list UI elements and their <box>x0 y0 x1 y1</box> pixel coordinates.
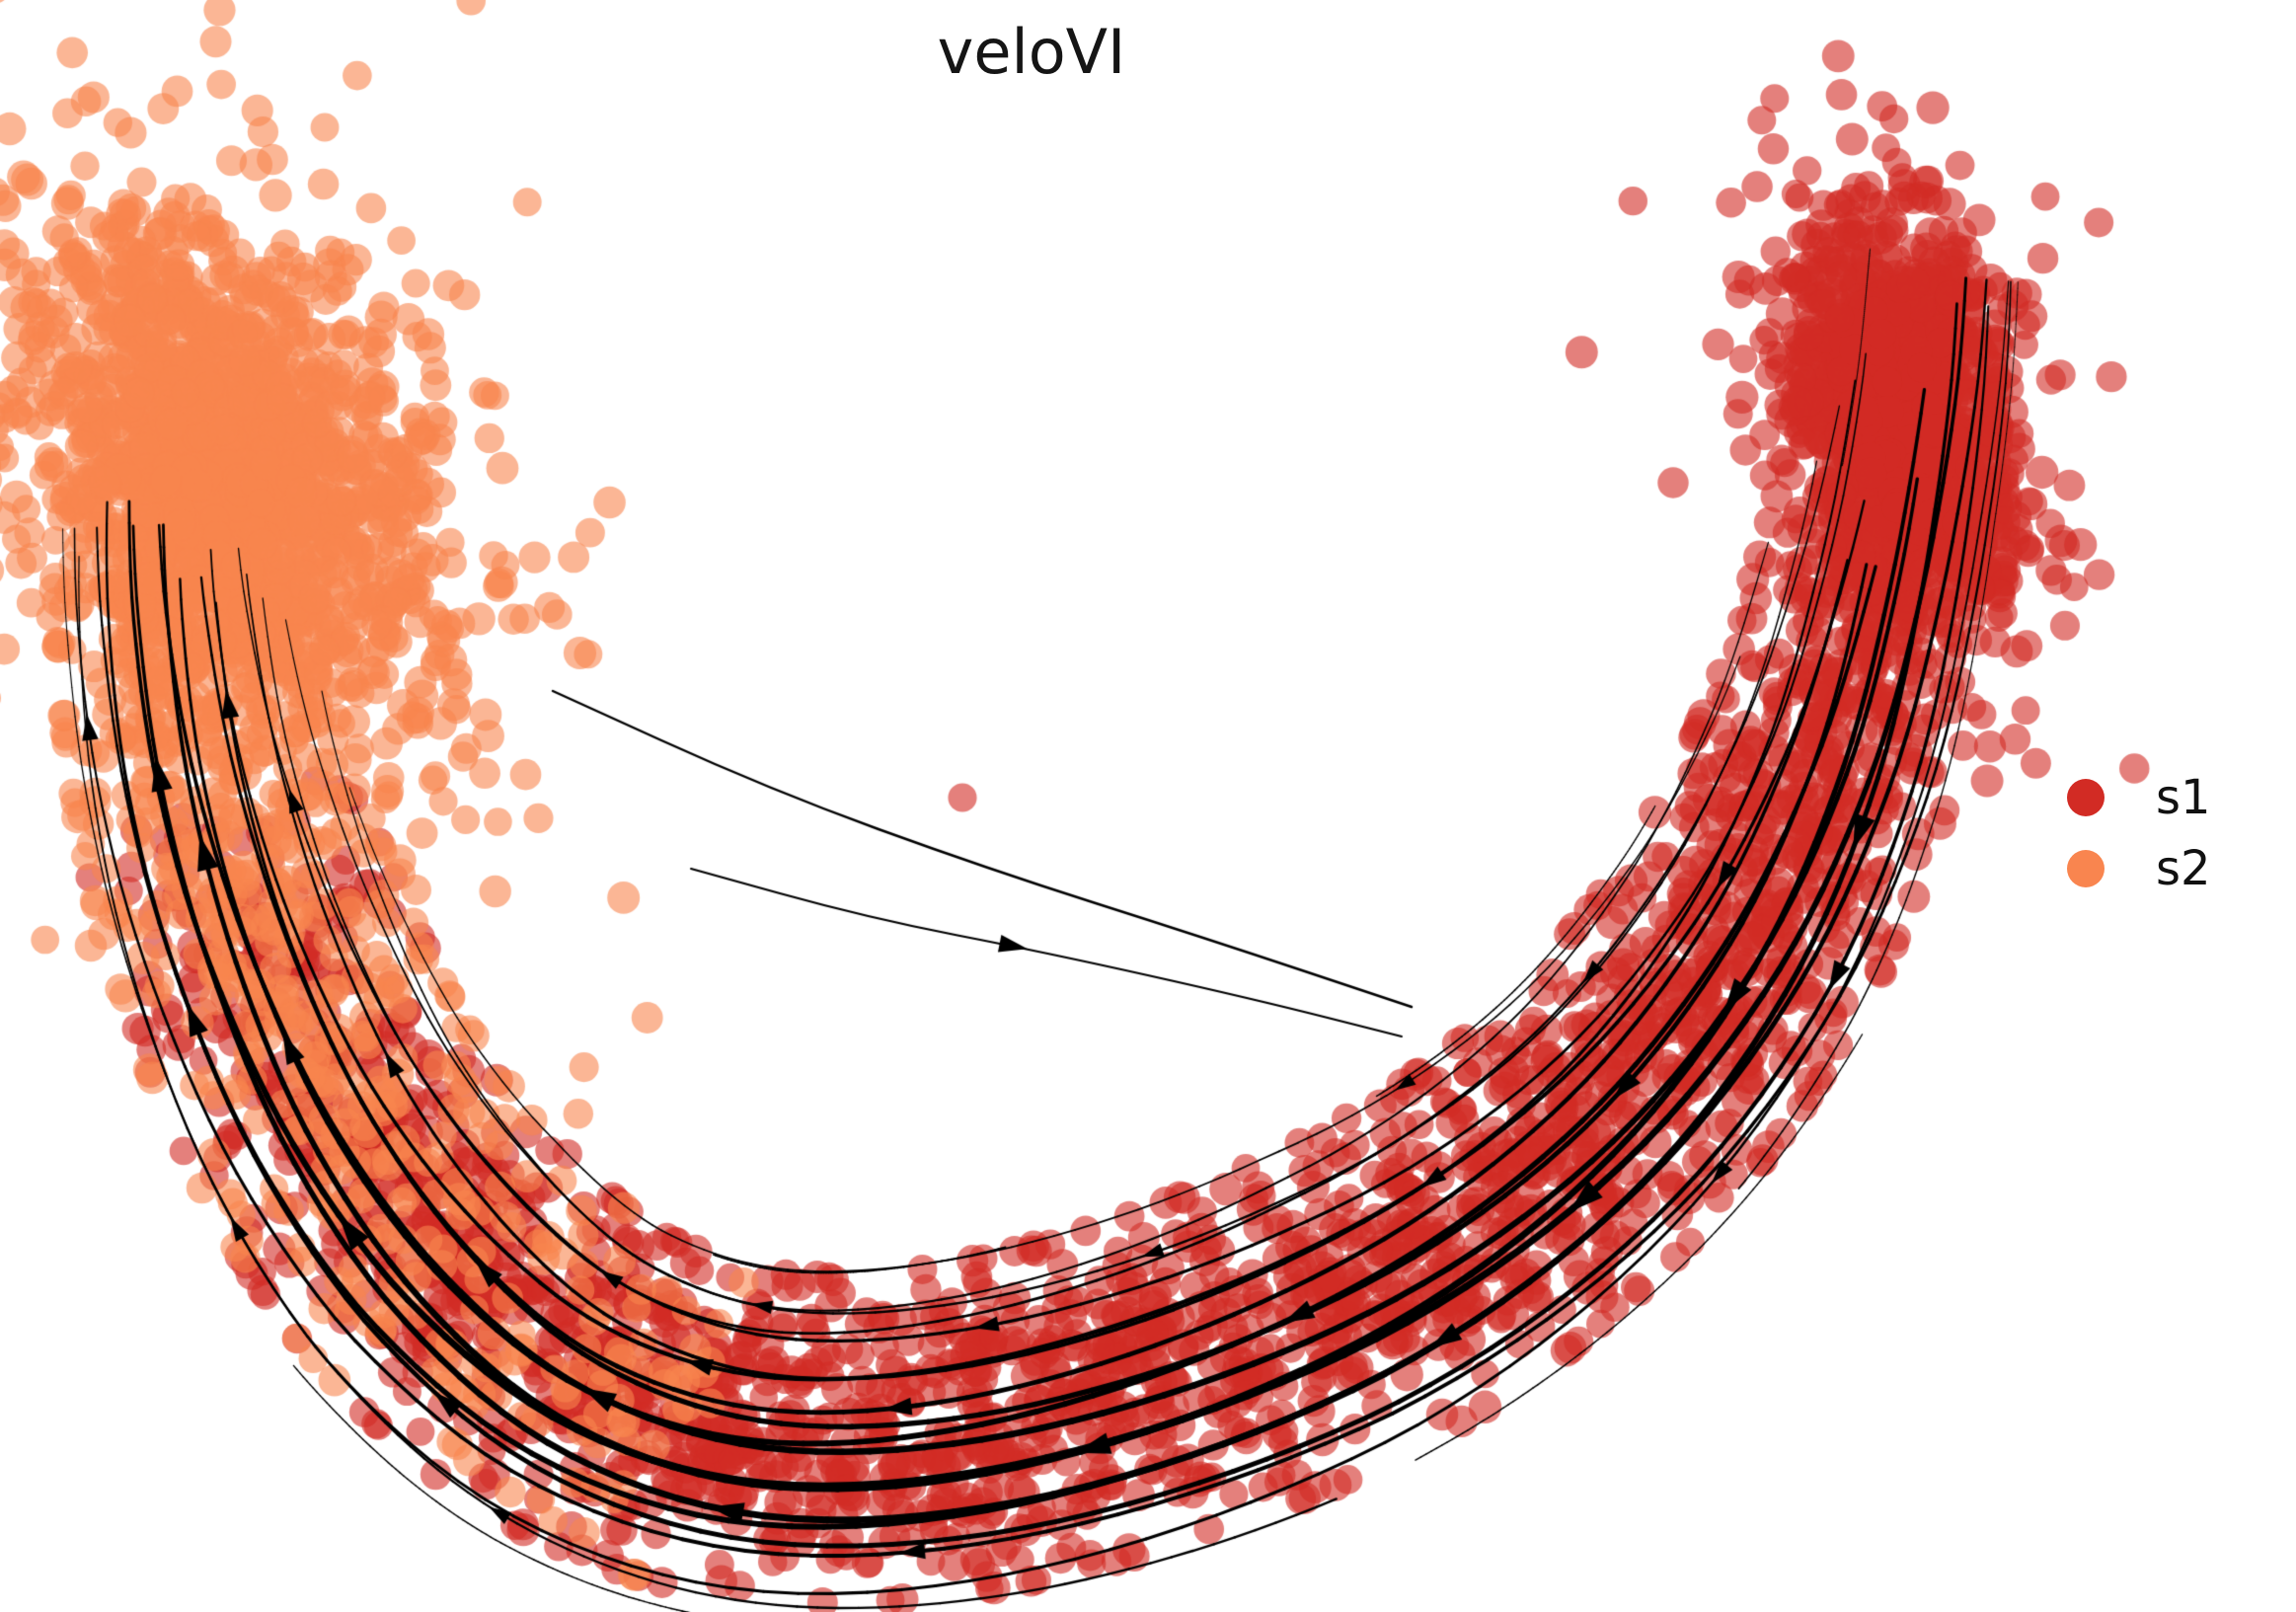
chart-title: veloVI <box>937 16 1126 88</box>
legend-item-s1: s1 <box>2067 770 2211 825</box>
legend: s1 s2 <box>2067 770 2211 896</box>
legend-item-s2: s2 <box>2067 841 2211 896</box>
legend-label-s2: s2 <box>2156 841 2211 896</box>
legend-label-s1: s1 <box>2156 770 2211 825</box>
s1-color-dot-icon <box>2067 779 2105 816</box>
s2-color-dot-icon <box>2067 850 2105 887</box>
